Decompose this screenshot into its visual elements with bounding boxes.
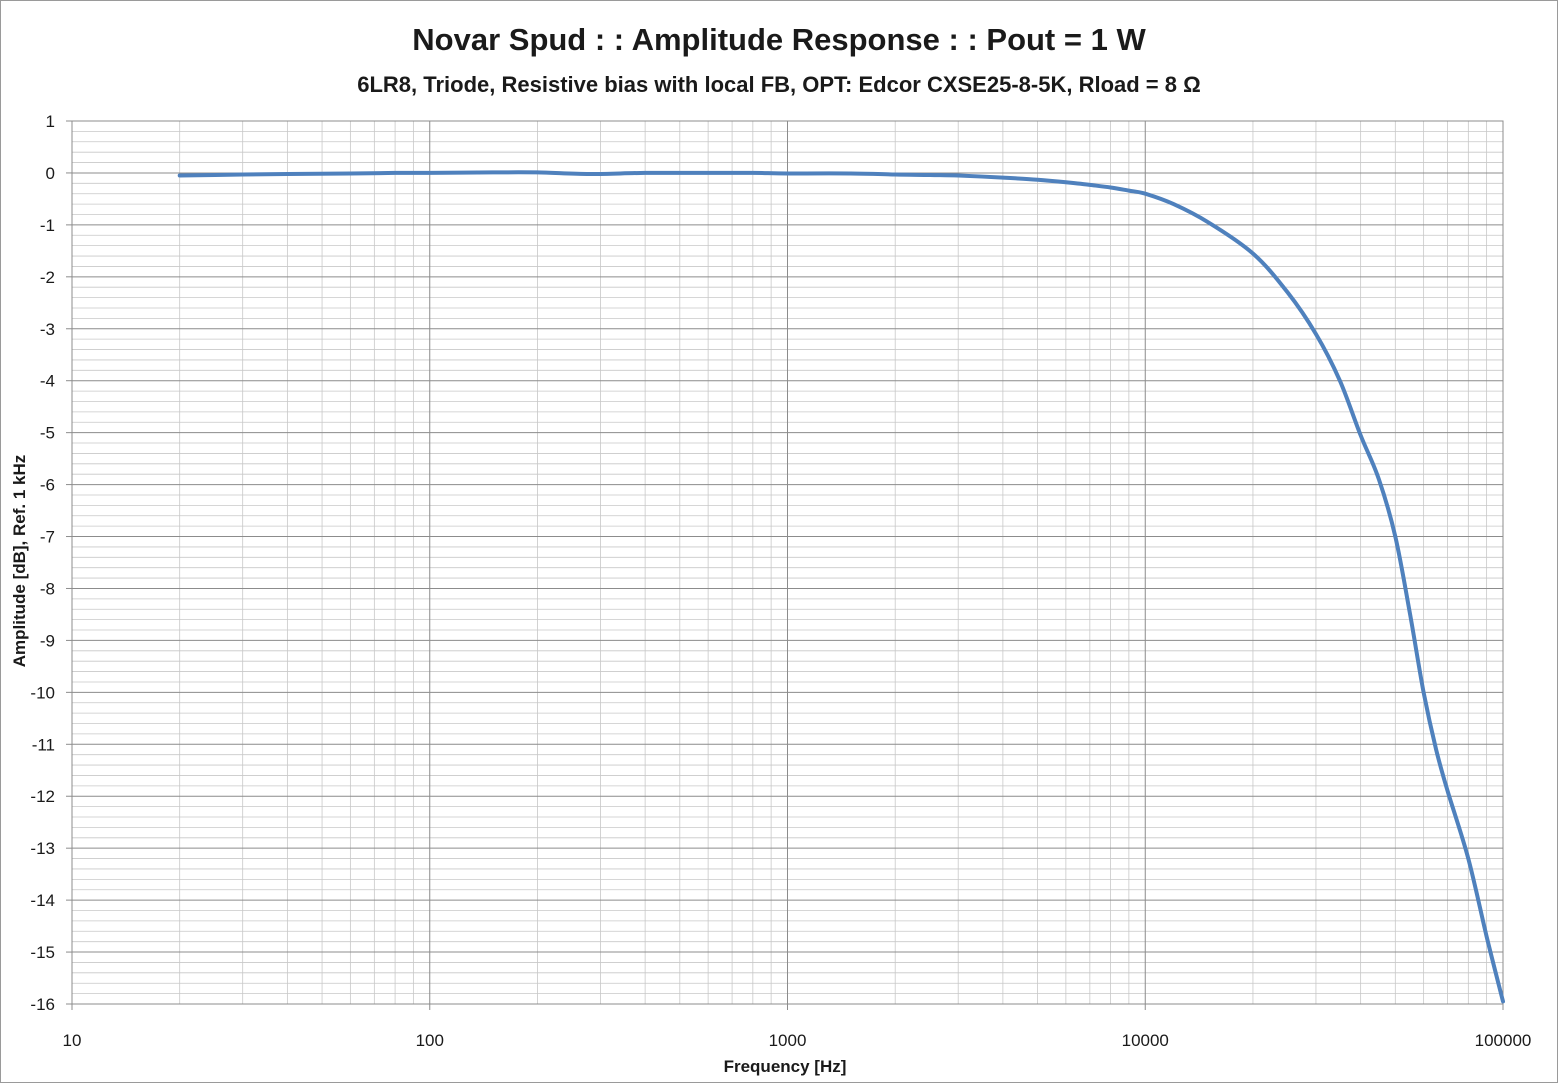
y-tick-label: -5 (40, 424, 55, 443)
y-tick-label: -11 (32, 735, 55, 754)
x-tick-label: 10000 (1122, 1031, 1169, 1050)
x-tick-label: 100 (416, 1031, 444, 1050)
y-tick-label: -16 (30, 995, 55, 1014)
y-tick-label: -8 (40, 579, 55, 598)
x-tick-label: 10 (63, 1031, 82, 1050)
chart-title: Novar Spud : : Amplitude Response : : Po… (412, 22, 1146, 57)
y-tick-label: -9 (40, 631, 55, 650)
x-tick-label: 100000 (1475, 1031, 1532, 1050)
y-tick-label: -14 (30, 891, 55, 910)
y-axis-label: Amplitude [dB], Ref. 1 kHz (10, 454, 29, 668)
y-tick-label: -13 (30, 839, 55, 858)
x-tick-label: 1000 (769, 1031, 807, 1050)
y-tick-label: -6 (40, 476, 55, 495)
y-tick-label: -2 (40, 268, 55, 287)
y-tick-label: -1 (40, 216, 55, 235)
y-tick-label: -12 (30, 787, 55, 806)
y-tick-label: 0 (46, 164, 55, 183)
y-tick-label: -10 (30, 683, 55, 702)
y-tick-label: -7 (40, 528, 55, 547)
y-tick-label: -15 (30, 943, 55, 962)
y-tick-label: -3 (40, 320, 55, 339)
chart-subtitle: 6LR8, Triode, Resistive bias with local … (357, 72, 1201, 97)
series-line (177, 170, 1505, 1004)
y-tick-label: 1 (46, 112, 55, 131)
x-axis-label: Frequency [Hz] (723, 1057, 847, 1076)
plot-area-border (71, 120, 1504, 1005)
y-tick-label: -4 (40, 372, 55, 391)
